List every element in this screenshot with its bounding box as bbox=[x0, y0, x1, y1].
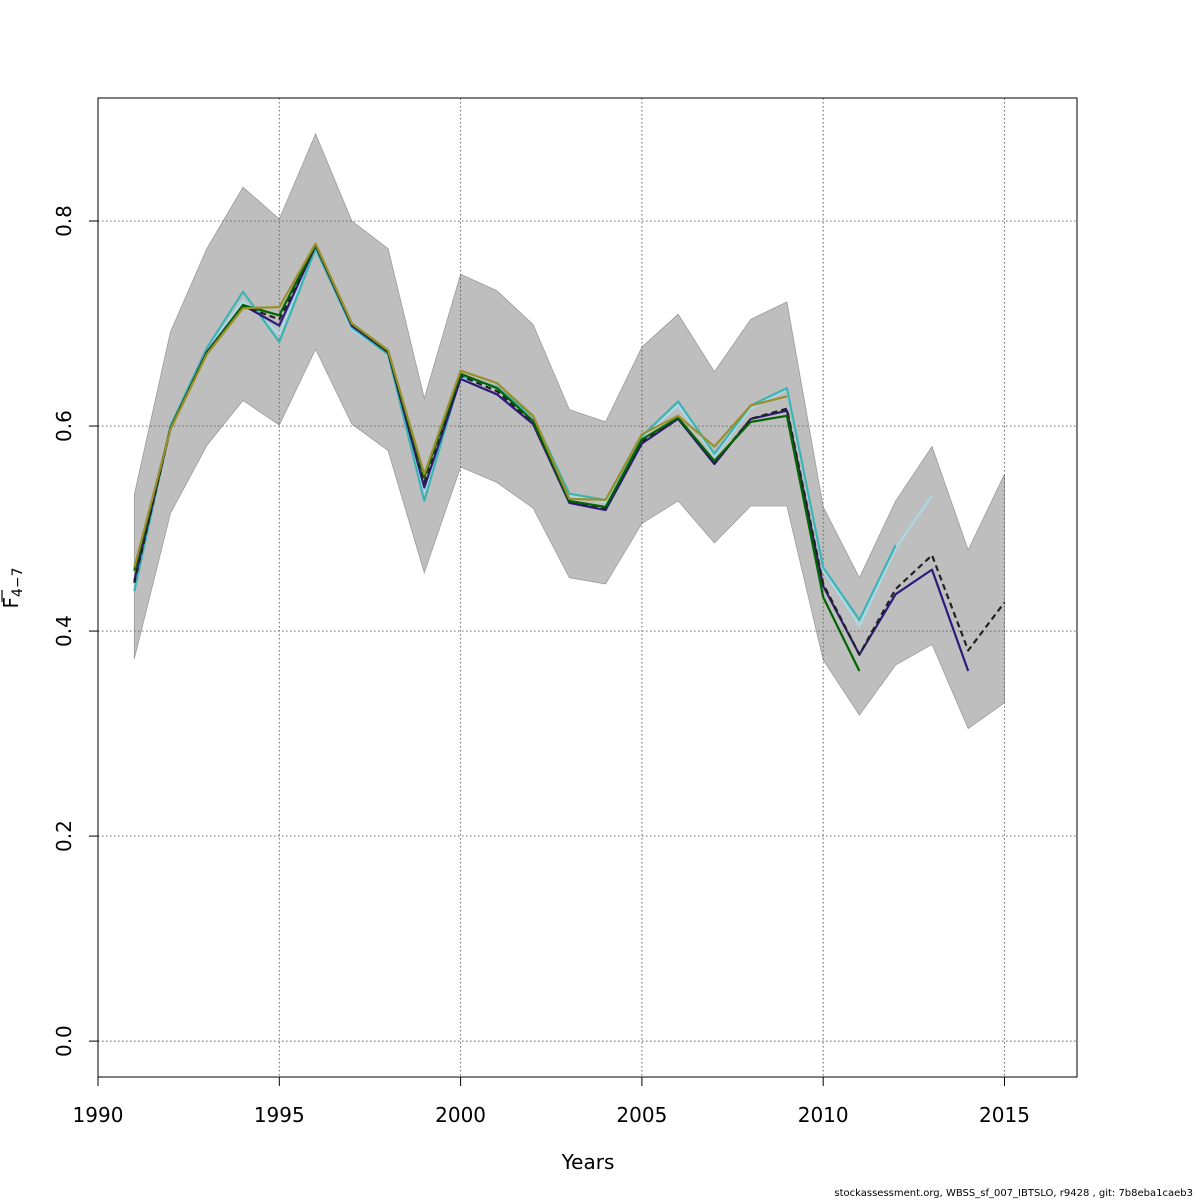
series-line-6 bbox=[133, 242, 788, 568]
series-layer bbox=[133, 242, 1006, 672]
x-tick-label: 2010 bbox=[798, 1103, 849, 1127]
x-tick-label: 2015 bbox=[979, 1103, 1030, 1127]
y-tick-label: 0.0 bbox=[52, 1025, 76, 1057]
y-axis-title-sub: 4−7 bbox=[10, 567, 26, 597]
y-tick-label: 0.2 bbox=[52, 820, 76, 852]
series-line-4 bbox=[133, 244, 1006, 656]
x-tick-label: 1990 bbox=[73, 1103, 124, 1127]
y-tick-label: 0.4 bbox=[52, 615, 76, 647]
axis-layer: 1990 1995 2000 2005 2010 2015 0.0 0.2 0.4 0.6 0.8 bbox=[52, 205, 1030, 1127]
x-tick-label: 2005 bbox=[616, 1103, 667, 1127]
y-axis-title-main: F bbox=[0, 597, 23, 609]
x-axis-title: Years bbox=[561, 1150, 615, 1174]
series-line-2 bbox=[133, 247, 897, 621]
y-axis-title: F4−7 bbox=[0, 567, 26, 608]
y-tick-label: 0.8 bbox=[52, 205, 76, 237]
x-tick-label: 1995 bbox=[254, 1103, 305, 1127]
svg-text:F4−7: F4−7 bbox=[0, 567, 26, 608]
footer-credit: stockassessment.org, WBSS_sf_007_IBTSLO,… bbox=[834, 1188, 1193, 1199]
y-tick-label: 0.6 bbox=[52, 410, 76, 442]
x-tick-label: 2000 bbox=[435, 1103, 486, 1127]
